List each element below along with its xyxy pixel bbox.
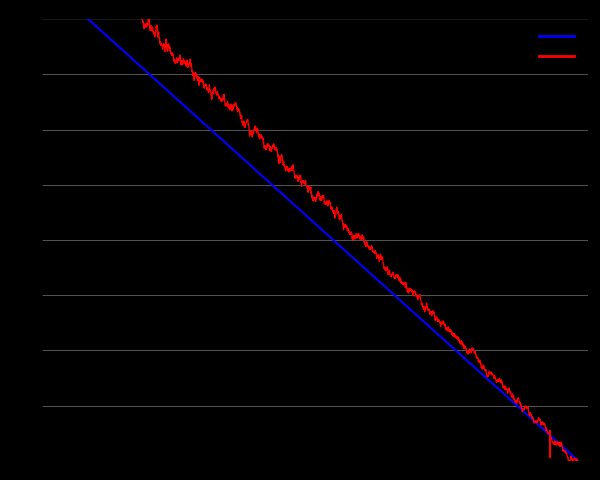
Legend: , : , — [535, 26, 581, 68]
